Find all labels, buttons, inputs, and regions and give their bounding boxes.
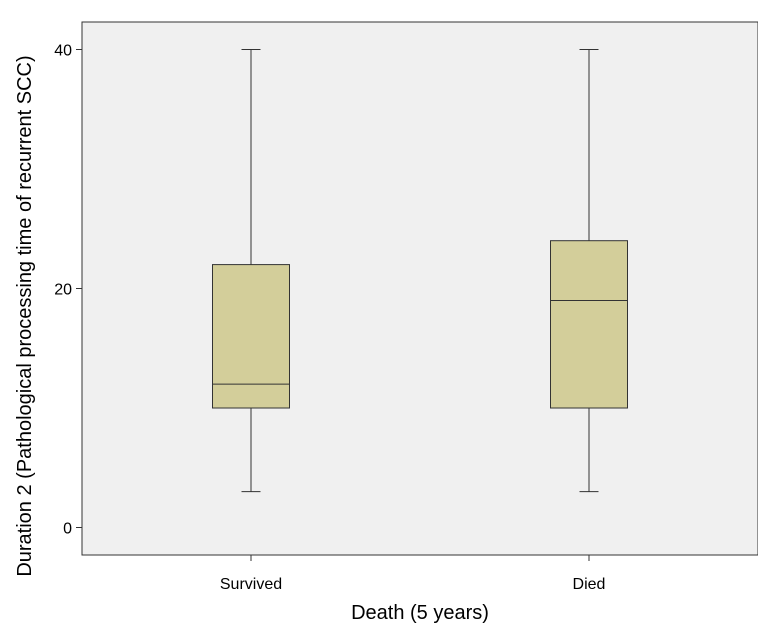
plot-area [81, 21, 758, 556]
box-series [212, 48, 628, 493]
y-tick-label: 0 [63, 521, 72, 538]
y-tick-label: 40 [54, 42, 72, 59]
x-axis-ticks: Survived Died [220, 555, 606, 593]
y-axis-ticks: 0 20 40 [54, 42, 82, 538]
x-axis-title: Death (5 years) [351, 602, 489, 624]
box-survived [212, 48, 290, 493]
x-tick-label: Died [573, 576, 606, 593]
x-tick-label: Survived [220, 576, 282, 593]
iqr-box [212, 264, 290, 409]
box-died [550, 48, 628, 493]
y-axis-title: Duration 2 (Pathological processing time… [14, 55, 36, 576]
y-tick-label: 20 [54, 282, 72, 299]
iqr-box [550, 240, 628, 409]
